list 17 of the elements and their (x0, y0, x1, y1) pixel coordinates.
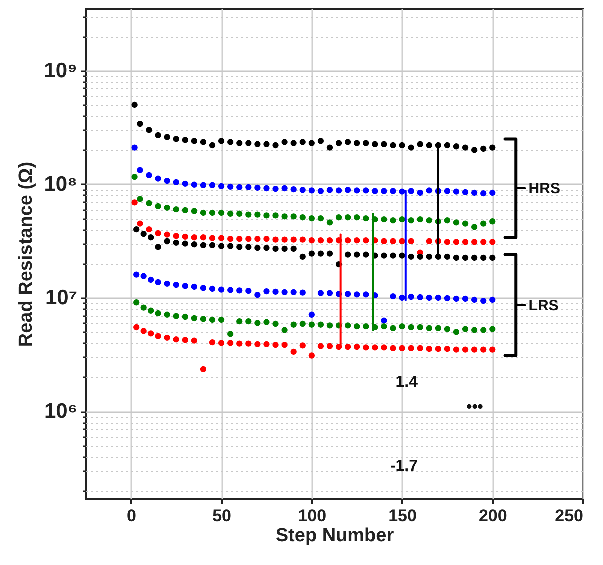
y-axis-title: Read Resistance (Ω) (16, 162, 38, 348)
x-tick-label: 50 (212, 506, 232, 526)
annotation: LRS (528, 297, 559, 314)
y-tick-label: 10⁸ (44, 172, 78, 196)
x-tick-label: 250 (555, 506, 584, 526)
annotation: ••• (466, 399, 484, 416)
y-tick-label: 10⁹ (44, 59, 78, 82)
y-tick-label: 10⁶ (44, 400, 78, 424)
annotation: HRS (528, 180, 560, 198)
x-axis-title: Step Number (276, 526, 395, 546)
annotation: 1.4 (396, 374, 418, 391)
annotation: -1.7 (390, 458, 418, 475)
x-tick-label: 100 (298, 506, 327, 526)
x-tick-label: 0 (126, 506, 136, 526)
x-tick-label: 150 (388, 506, 417, 526)
y-tick-label: 10⁷ (45, 286, 78, 310)
x-tick-label: 200 (478, 506, 508, 526)
